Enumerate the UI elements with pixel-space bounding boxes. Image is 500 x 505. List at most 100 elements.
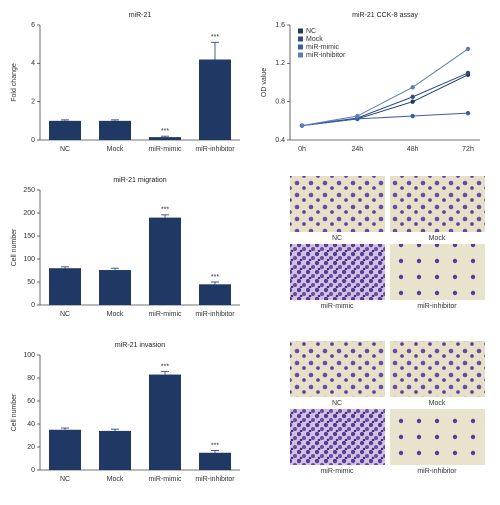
x-tick-label: miR-mimic bbox=[148, 476, 182, 483]
legend-swatch bbox=[298, 36, 303, 42]
bar bbox=[99, 120, 131, 140]
y-tick-label: 1.6 bbox=[275, 22, 285, 29]
series-line bbox=[301, 74, 469, 127]
invasion-images: NC Mock miR-mimic miR-inhibitor bbox=[290, 341, 485, 475]
y-tick-label: 0 bbox=[31, 137, 35, 144]
significance-label: *** bbox=[161, 207, 169, 214]
x-tick-label: NC bbox=[60, 476, 70, 483]
y-tick-label: 20 bbox=[27, 444, 35, 451]
micrograph bbox=[390, 176, 485, 232]
migration-images: NC Mock miR-mimic miR-inhibitor bbox=[290, 176, 485, 310]
bar bbox=[49, 429, 81, 470]
micrograph bbox=[390, 244, 485, 300]
significance-label: *** bbox=[161, 364, 169, 371]
legend-label: miR-inhibitor bbox=[306, 52, 346, 59]
y-tick-label: 150 bbox=[23, 233, 35, 240]
micrograph bbox=[390, 341, 485, 397]
legend-label: NC bbox=[306, 28, 316, 35]
x-tick-label: NC bbox=[60, 146, 70, 153]
x-tick-label: miR-mimic bbox=[148, 311, 182, 318]
y-tick-label: 2 bbox=[31, 99, 35, 106]
bar bbox=[199, 59, 231, 140]
x-tick-label: 24h bbox=[351, 146, 363, 153]
legend-swatch bbox=[298, 28, 303, 34]
legend-label: miR-mimic bbox=[306, 44, 340, 51]
point bbox=[465, 110, 471, 116]
point bbox=[465, 46, 471, 52]
bar bbox=[149, 217, 181, 305]
y-axis-label: OD value bbox=[261, 68, 268, 97]
y-tick-label: 4 bbox=[31, 60, 35, 67]
y-tick-label: 0.4 bbox=[275, 137, 285, 144]
y-axis-label: Cell number bbox=[11, 228, 18, 266]
micrograph bbox=[390, 409, 485, 465]
x-tick-label: Mock bbox=[107, 146, 124, 153]
significance-label: *** bbox=[211, 442, 219, 449]
point bbox=[410, 85, 415, 90]
x-tick-label: 0h bbox=[298, 146, 306, 153]
image-label: miR-inhibitor bbox=[417, 303, 457, 310]
image-label: miR-inhibitor bbox=[417, 468, 457, 475]
bar bbox=[99, 270, 131, 305]
significance-label: *** bbox=[211, 34, 219, 41]
image-label: miR-mimic bbox=[320, 303, 354, 310]
y-tick-label: 60 bbox=[27, 398, 35, 405]
bar bbox=[199, 452, 231, 470]
bar bbox=[49, 120, 81, 140]
y-tick-label: 100 bbox=[23, 352, 35, 359]
bar bbox=[99, 430, 131, 470]
bar bbox=[199, 284, 231, 305]
x-tick-label: 48h bbox=[407, 146, 419, 153]
x-tick-label: miR-inhibitor bbox=[195, 146, 235, 153]
y-tick-label: 0.8 bbox=[275, 99, 285, 106]
significance-label: *** bbox=[161, 128, 169, 135]
point bbox=[410, 99, 415, 104]
y-tick-label: 40 bbox=[27, 421, 35, 428]
y-axis-label: Cell number bbox=[11, 393, 18, 431]
y-tick-label: 100 bbox=[23, 256, 35, 263]
micrograph bbox=[290, 341, 385, 397]
point bbox=[299, 123, 305, 128]
x-tick-label: 72h bbox=[462, 146, 474, 153]
bar bbox=[49, 268, 81, 305]
image-label: miR-mimic bbox=[320, 468, 354, 475]
chart-title: miR-21 CCK-8 assay bbox=[352, 12, 418, 19]
point bbox=[410, 94, 415, 100]
image-label: Mock bbox=[429, 400, 446, 407]
image-label: NC bbox=[332, 235, 342, 242]
legend-swatch bbox=[298, 52, 303, 58]
significance-label: *** bbox=[211, 274, 219, 281]
y-tick-label: 0 bbox=[31, 302, 35, 309]
image-label: Mock bbox=[429, 235, 446, 242]
bar bbox=[149, 374, 181, 470]
x-tick-label: miR-mimic bbox=[148, 146, 182, 153]
series-line bbox=[301, 48, 469, 127]
x-tick-label: Mock bbox=[107, 311, 124, 318]
point bbox=[410, 113, 415, 119]
micrograph bbox=[290, 244, 385, 300]
legend-swatch bbox=[298, 44, 303, 50]
y-tick-label: 1.2 bbox=[275, 60, 285, 67]
x-tick-label: Mock bbox=[107, 476, 124, 483]
y-tick-label: 6 bbox=[31, 22, 35, 29]
point bbox=[465, 70, 471, 76]
chart-title: miR-21 migration bbox=[113, 177, 166, 184]
y-axis-label: Fold change bbox=[11, 63, 18, 102]
point bbox=[355, 113, 360, 119]
y-tick-label: 250 bbox=[23, 187, 35, 194]
legend-label: Mock bbox=[306, 36, 323, 43]
chart-title: miR-21 bbox=[129, 12, 152, 19]
x-tick-label: miR-inhibitor bbox=[195, 476, 235, 483]
series-line bbox=[301, 112, 469, 127]
x-tick-label: miR-inhibitor bbox=[195, 311, 235, 318]
x-tick-label: NC bbox=[60, 311, 70, 318]
y-tick-label: 50 bbox=[27, 279, 35, 286]
y-tick-label: 0 bbox=[31, 467, 35, 474]
bar bbox=[149, 137, 181, 140]
micrograph bbox=[290, 409, 385, 465]
image-label: NC bbox=[332, 400, 342, 407]
y-tick-label: 200 bbox=[23, 210, 35, 217]
chart-title: miR-21 invasion bbox=[115, 342, 165, 349]
y-tick-label: 80 bbox=[27, 375, 35, 382]
